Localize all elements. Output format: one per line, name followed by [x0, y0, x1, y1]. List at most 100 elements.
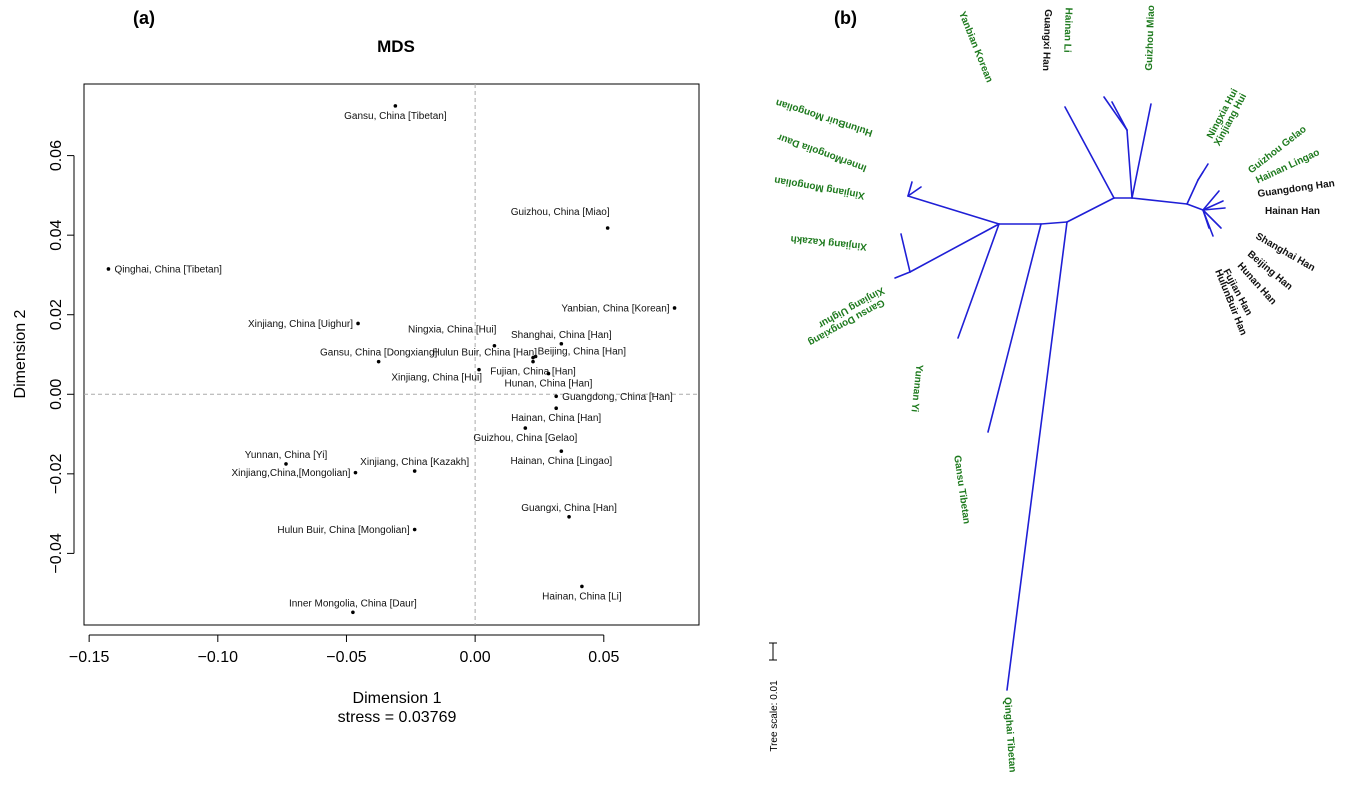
- data-point: [376, 359, 381, 364]
- panel-a-label: (a): [133, 8, 155, 28]
- tree-branch: [1111, 101, 1128, 131]
- tree-leaf-label: Yanbian Korean: [956, 10, 995, 84]
- tree-leaf-label: Yunnan Yi: [908, 364, 924, 413]
- tree-branch: [1202, 190, 1220, 211]
- y-axis-label: Dimension 2: [12, 309, 29, 398]
- tree-branch: [1202, 209, 1222, 229]
- tree-branch: [907, 181, 913, 197]
- tree-leaf-label: Gansu Tibetan: [951, 455, 972, 525]
- data-point: [580, 584, 584, 589]
- tree-leaf-label: Hainan Han: [1265, 206, 1320, 217]
- x-tick-label: −0.15: [69, 649, 110, 666]
- point-label: Beijing, China [Han]: [538, 346, 627, 357]
- tree-leaf-label: Hainan Li: [1061, 7, 1074, 53]
- x-tick-label: −0.05: [326, 649, 367, 666]
- x-tick-label: −0.10: [198, 649, 239, 666]
- point-label: Ningxia, China [Hui]: [408, 325, 497, 336]
- tree-branch: [1202, 209, 1210, 229]
- data-point: [554, 406, 558, 411]
- tree-branch: [907, 186, 922, 197]
- tree-leaf-label: HulunBuir Mongolian: [774, 97, 874, 139]
- y-tick-label: −0.04: [48, 533, 65, 574]
- data-point: [531, 359, 535, 364]
- point-label: Gansu, China [Tibetan]: [344, 111, 447, 122]
- tree-branch: [1064, 106, 1115, 199]
- point-label: Hainan, China [Li]: [542, 591, 622, 602]
- tree-branches: [894, 96, 1226, 691]
- point-label: Xinjiang, China [Kazakh]: [360, 457, 469, 468]
- tree-leaf-label: InnerMongolia Daur: [776, 131, 868, 173]
- y-tick-label: 0.00: [48, 379, 65, 410]
- point-label: Guizhou, China [Gelao]: [473, 433, 577, 444]
- tree-leaf-label: Guangxi Han: [1040, 9, 1053, 71]
- tree-leaf-label: Qinghai Tibetan: [1001, 697, 1017, 773]
- data-point: [492, 343, 497, 348]
- y-tick-label: 0.04: [48, 219, 65, 250]
- data-point: [284, 462, 288, 466]
- data-point: [546, 371, 551, 376]
- data-point: [554, 394, 558, 399]
- tree-leaf-label: Xinjiang Mongolian: [773, 174, 865, 201]
- tree-branch: [1066, 197, 1115, 223]
- data-point: [412, 469, 417, 473]
- y-tick-label: 0.06: [48, 140, 65, 171]
- data-point: [605, 226, 610, 230]
- tree-branch: [1202, 200, 1224, 211]
- tree-branch: [987, 223, 1042, 433]
- point-label: Shanghai, China [Han]: [511, 330, 612, 341]
- tree-scale-bar: Tree scale: 0.01: [769, 642, 780, 752]
- tree-branch: [894, 271, 911, 279]
- point-label: Hulun Buir, China [Han]: [433, 348, 538, 359]
- point-label: Xinjiang,China,[Mongolian]: [232, 468, 351, 479]
- tree-leaf-labels: Yanbian Korean Guangxi Han Hainan Li Guizho…: [773, 5, 1335, 773]
- point-label: Yanbian, China [Korean]: [561, 303, 669, 314]
- tree-leaf-label: Xinjiang Kazakh: [790, 233, 867, 252]
- point-label: Xinjiang, China [Hui]: [391, 373, 482, 384]
- tree-branch: [1186, 203, 1204, 211]
- tree-branch: [1131, 103, 1152, 199]
- tree-branch: [907, 195, 1000, 225]
- data-point: [356, 321, 360, 326]
- x-tick-label: 0.05: [588, 649, 619, 666]
- point-label: Yunnan, China [Yi]: [245, 450, 328, 461]
- tree-leaf-label: Guizhou Miao: [1144, 5, 1157, 71]
- data-point: [393, 104, 398, 108]
- point-label: Guizhou, China [Miao]: [511, 207, 610, 218]
- tree-branch: [1006, 221, 1068, 691]
- point-label: Qinghai, China [Tibetan]: [114, 264, 222, 275]
- tree-scale-label: Tree scale: 0.01: [769, 680, 780, 752]
- point-label: Hunan, China [Han]: [505, 379, 593, 390]
- point-label: Guangdong, China [Han]: [562, 392, 673, 403]
- data-point: [353, 470, 358, 475]
- point-label: Hainan, China [Han]: [511, 413, 601, 424]
- data-point: [351, 610, 355, 615]
- data-point: [559, 449, 564, 453]
- point-label: Fujian, China [Han]: [490, 367, 576, 378]
- tree-branch: [957, 223, 1000, 339]
- tree-branch: [1131, 197, 1188, 205]
- point-label: Hainan, China [Lingao]: [510, 456, 612, 467]
- data-point: [477, 367, 481, 372]
- phylogenetic-tree: Yanbian Korean Guangxi Han Hainan Li Guizho…: [769, 5, 1335, 773]
- data-point: [412, 527, 417, 532]
- tree-branch: [1197, 171, 1204, 181]
- tree-branch: [900, 233, 911, 273]
- data-point: [567, 515, 571, 519]
- y-tick-label: −0.02: [48, 453, 65, 494]
- panel-b-label: (b): [834, 8, 857, 28]
- tree-branch: [909, 223, 1000, 273]
- tree-branch: [1202, 207, 1226, 211]
- point-label: Gansu, China [Dongxiang]: [320, 348, 438, 359]
- y-tick-label: 0.02: [48, 299, 65, 330]
- stress-label: stress = 0.03769: [338, 709, 457, 726]
- data-point: [672, 306, 677, 310]
- point-label: Inner Mongolia, China [Daur]: [289, 598, 417, 609]
- data-point: [106, 267, 111, 271]
- point-label: Guangxi, China [Han]: [521, 503, 617, 514]
- plot-frame: [83, 83, 700, 626]
- x-tick-label: 0.00: [460, 649, 491, 666]
- mds-title: MDS: [377, 37, 415, 56]
- data-point: [531, 355, 535, 360]
- tree-branch: [1040, 221, 1068, 225]
- data-point: [523, 426, 528, 430]
